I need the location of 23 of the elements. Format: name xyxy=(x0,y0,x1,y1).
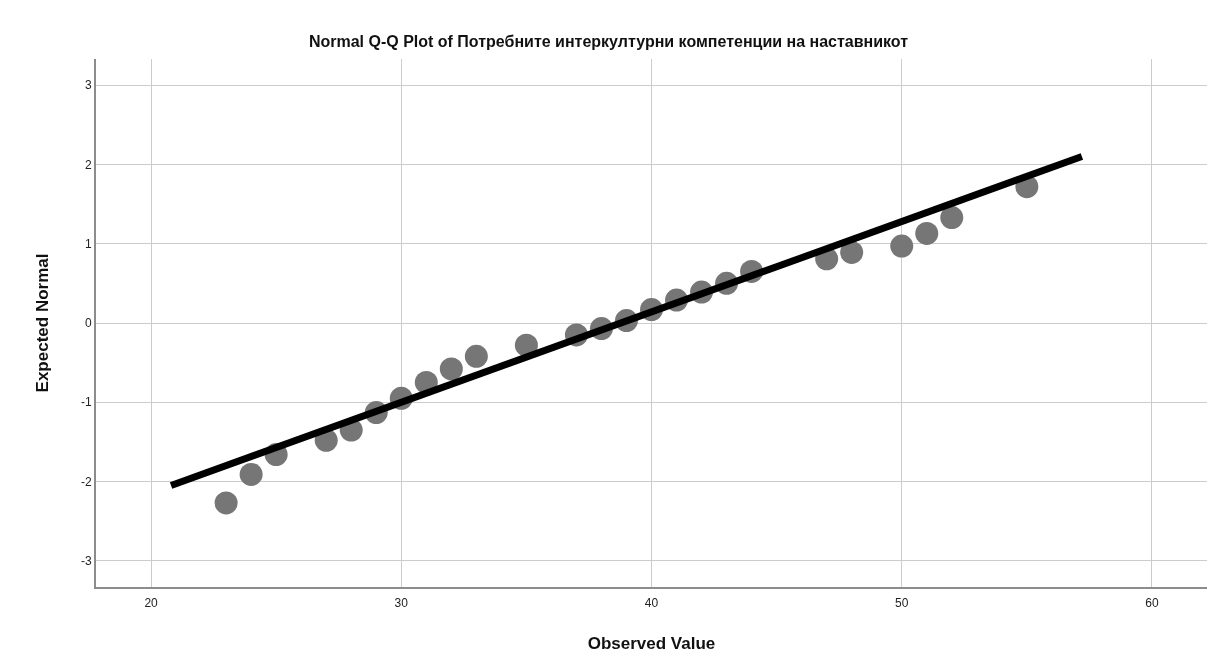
x-tick-label: 50 xyxy=(895,596,909,611)
point xyxy=(840,240,864,264)
x-tick-label: 40 xyxy=(644,596,659,611)
x-tick-label: 60 xyxy=(1145,596,1159,611)
x-axis-title: Observed Value xyxy=(587,634,716,654)
y-tick-label: -3 xyxy=(80,554,92,569)
point xyxy=(439,357,463,381)
y-tick-label: -2 xyxy=(80,474,92,489)
chart-title: Normal Q-Q Plot of Потребните интеркултурни компетенции на наставникот xyxy=(308,33,909,51)
y-tick-label: -1 xyxy=(80,395,92,410)
point xyxy=(239,462,263,486)
y-axis-title: Expected Normal xyxy=(32,253,52,393)
point xyxy=(890,234,914,258)
y-tick-label: 2 xyxy=(84,157,92,172)
y-tick-label: 0 xyxy=(84,316,92,331)
x-tick-label: 20 xyxy=(144,596,159,611)
point xyxy=(464,344,488,368)
point xyxy=(940,206,964,230)
y-tick-label: 1 xyxy=(84,236,92,251)
point xyxy=(214,491,238,515)
x-tick-label: 30 xyxy=(394,596,409,611)
point xyxy=(915,221,939,245)
y-tick-label: 3 xyxy=(84,78,92,93)
